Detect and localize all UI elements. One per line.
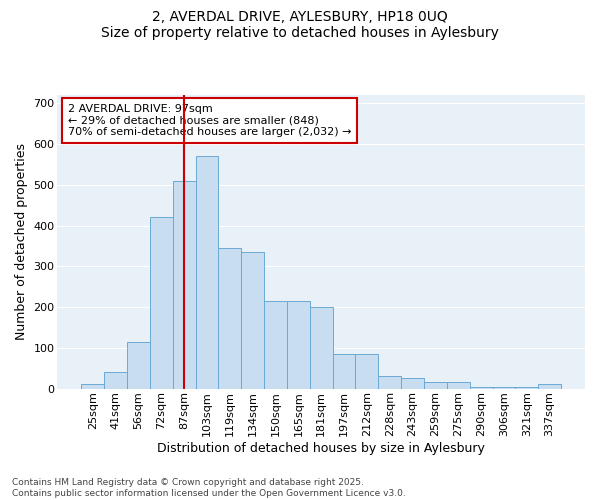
Bar (538, 384, 561, 388)
Bar (470, 386, 493, 388)
Bar (447, 382, 470, 388)
Bar (332, 354, 355, 388)
Bar (173, 181, 196, 388)
X-axis label: Distribution of detached houses by size in Aylesbury: Distribution of detached houses by size … (157, 442, 485, 455)
Bar (424, 382, 447, 388)
Bar (218, 248, 241, 388)
Bar (82, 384, 104, 388)
Bar (264, 301, 287, 388)
Bar (287, 301, 310, 388)
Bar (379, 376, 401, 388)
Bar (401, 378, 424, 388)
Bar (515, 386, 538, 388)
Bar (196, 156, 218, 388)
Bar (241, 252, 264, 388)
Bar (355, 354, 379, 388)
Text: 2, AVERDAL DRIVE, AYLESBURY, HP18 0UQ
Size of property relative to detached hous: 2, AVERDAL DRIVE, AYLESBURY, HP18 0UQ Si… (101, 10, 499, 40)
Bar (104, 372, 127, 388)
Y-axis label: Number of detached properties: Number of detached properties (15, 144, 28, 340)
Bar (150, 218, 173, 388)
Bar (127, 342, 150, 388)
Text: 2 AVERDAL DRIVE: 97sqm
← 29% of detached houses are smaller (848)
70% of semi-de: 2 AVERDAL DRIVE: 97sqm ← 29% of detached… (68, 104, 352, 137)
Text: Contains HM Land Registry data © Crown copyright and database right 2025.
Contai: Contains HM Land Registry data © Crown c… (12, 478, 406, 498)
Bar (310, 307, 332, 388)
